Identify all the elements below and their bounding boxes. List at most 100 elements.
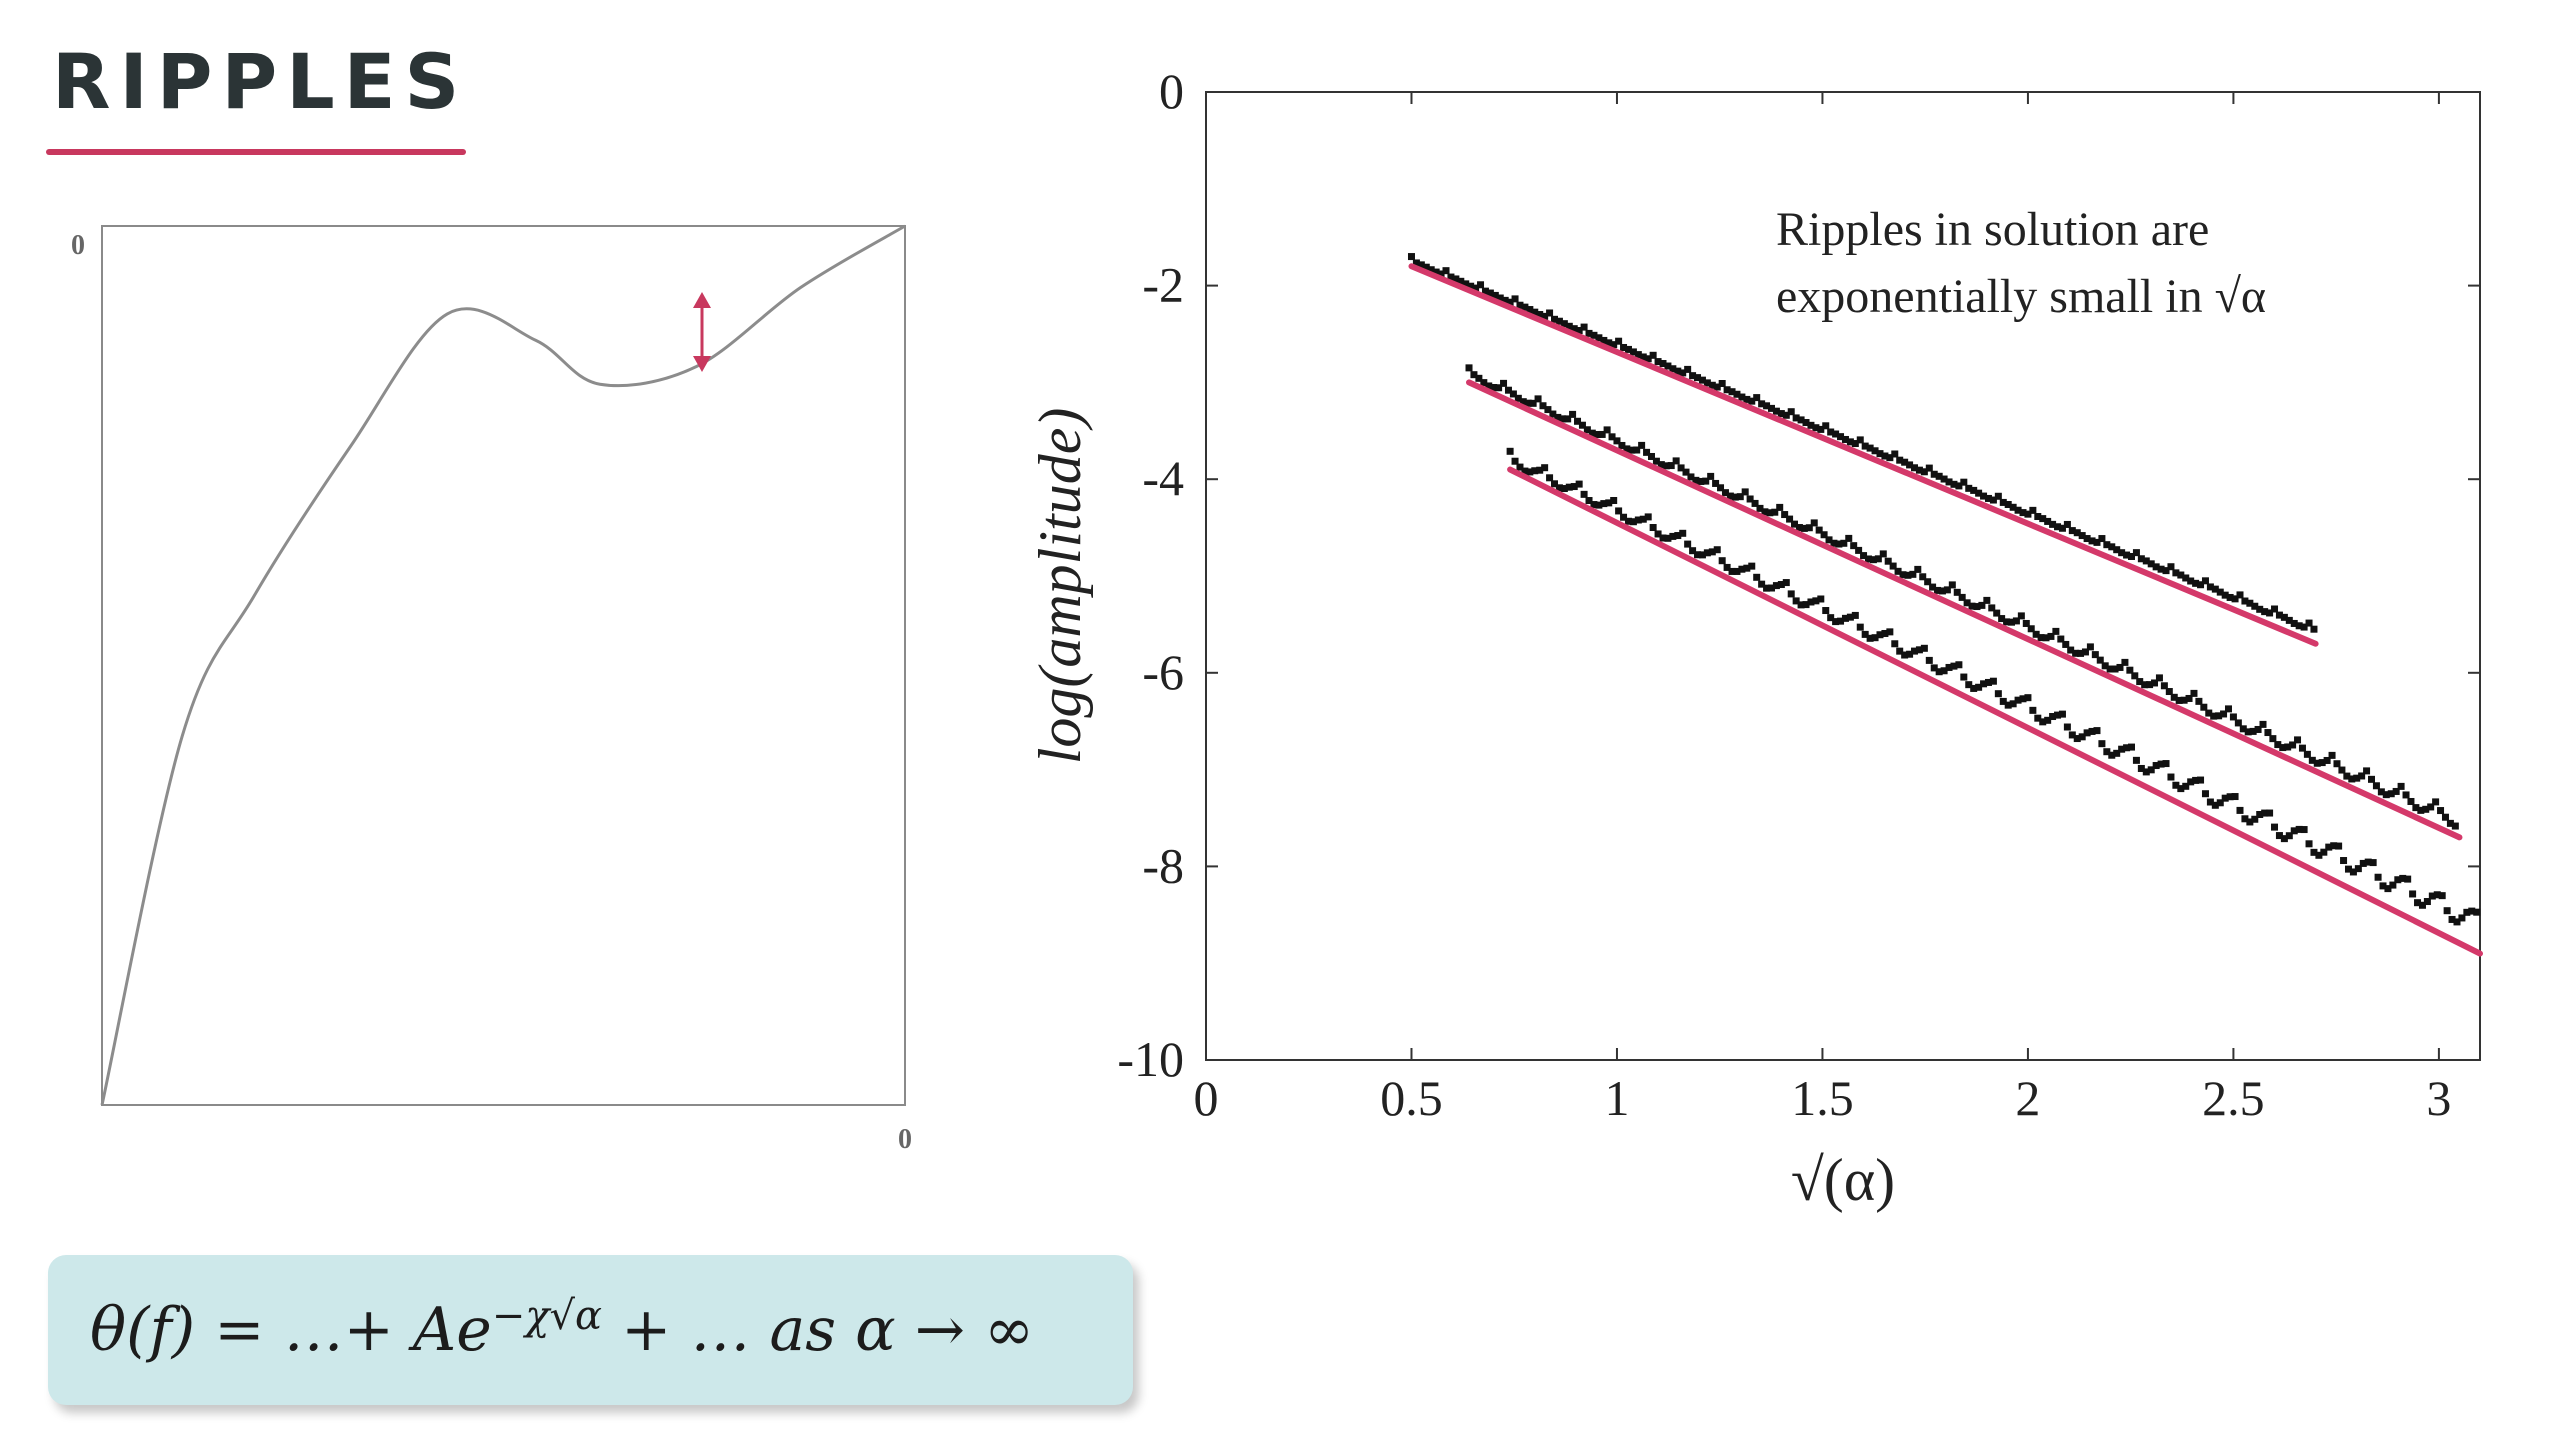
data-point bbox=[2073, 529, 2081, 537]
data-point bbox=[1953, 588, 1961, 596]
plot-frame bbox=[1205, 91, 2481, 1061]
data-point bbox=[1906, 461, 1914, 469]
data-point bbox=[1948, 581, 1956, 589]
data-point bbox=[1580, 490, 1588, 498]
data-point bbox=[2368, 775, 2376, 783]
data-point bbox=[1467, 282, 1475, 290]
data-point bbox=[1703, 379, 1711, 387]
data-point bbox=[2004, 501, 2012, 509]
data-point bbox=[1531, 467, 1539, 475]
data-point bbox=[1761, 508, 1769, 516]
data-point bbox=[1672, 457, 1680, 465]
data-point bbox=[1447, 273, 1455, 281]
data-point bbox=[1598, 430, 1606, 438]
data-point bbox=[2271, 823, 2279, 831]
data-point bbox=[2285, 616, 2293, 624]
data-point bbox=[2136, 678, 2144, 686]
data-point bbox=[1544, 406, 1552, 414]
data-point bbox=[2251, 815, 2259, 823]
series-1 bbox=[1407, 253, 2319, 647]
data-point bbox=[2407, 797, 2415, 805]
data-point bbox=[1817, 595, 1825, 603]
data-point bbox=[2034, 714, 2042, 722]
data-point bbox=[1758, 580, 1766, 588]
data-point bbox=[1975, 683, 1983, 691]
data-point bbox=[1919, 573, 1927, 581]
data-point bbox=[2192, 776, 2200, 784]
data-point bbox=[1965, 681, 1973, 689]
data-point bbox=[2333, 760, 2341, 768]
data-point bbox=[1728, 567, 1736, 575]
data-point bbox=[1901, 458, 1909, 466]
data-point bbox=[1613, 437, 1621, 445]
data-point bbox=[2215, 712, 2223, 720]
data-point bbox=[1909, 570, 1917, 578]
data-point bbox=[1698, 551, 1706, 559]
data-point bbox=[2081, 648, 2089, 656]
data-point bbox=[1654, 358, 1662, 366]
data-point bbox=[1920, 468, 1928, 476]
data-point bbox=[2170, 693, 2178, 701]
data-point bbox=[2409, 890, 2417, 898]
data-point bbox=[1984, 678, 1992, 686]
data-point bbox=[1457, 277, 1465, 285]
data-point bbox=[1787, 590, 1795, 598]
data-point bbox=[1973, 603, 1981, 611]
data-point bbox=[1590, 331, 1598, 339]
data-point bbox=[1767, 584, 1775, 592]
data-point bbox=[2372, 782, 2380, 790]
data-point bbox=[2294, 736, 2302, 744]
data-point bbox=[1452, 275, 1460, 283]
data-point bbox=[1475, 374, 1483, 382]
data-point bbox=[1669, 365, 1677, 373]
data-point bbox=[1486, 289, 1494, 297]
data-point bbox=[2201, 577, 2209, 585]
data-point bbox=[2303, 750, 2311, 758]
data-point bbox=[2394, 876, 2402, 884]
data-point bbox=[2249, 727, 2257, 735]
data-point bbox=[1891, 640, 1899, 648]
data-point bbox=[1930, 470, 1938, 478]
data-point bbox=[1817, 425, 1825, 433]
data-point bbox=[1753, 573, 1761, 581]
data-point bbox=[2127, 552, 2135, 560]
data-point bbox=[2231, 595, 2239, 603]
data-point bbox=[2305, 840, 2313, 848]
data-point bbox=[1925, 464, 1933, 472]
data-point bbox=[2221, 591, 2229, 599]
data-point bbox=[2091, 651, 2099, 659]
data-point bbox=[1713, 383, 1721, 391]
data-point bbox=[1610, 341, 1618, 349]
data-point bbox=[1639, 353, 1647, 361]
data-point bbox=[1536, 466, 1544, 474]
data-point bbox=[1504, 386, 1512, 394]
data-point bbox=[2195, 697, 2203, 705]
data-point bbox=[1495, 384, 1503, 392]
data-point bbox=[1674, 367, 1682, 375]
data-point bbox=[1427, 266, 1435, 274]
data-point bbox=[2197, 776, 2205, 784]
data-point bbox=[2241, 597, 2249, 605]
data-point bbox=[1960, 673, 1968, 681]
data-point bbox=[2305, 619, 2313, 627]
data-point bbox=[1935, 668, 1943, 676]
data-point bbox=[1708, 381, 1716, 389]
data-point bbox=[2290, 827, 2298, 835]
ripple-curve bbox=[100, 224, 906, 1106]
data-point bbox=[2220, 710, 2228, 718]
data-point bbox=[2241, 815, 2249, 823]
data-point bbox=[1988, 604, 1996, 612]
data-point bbox=[1649, 524, 1657, 532]
data-point bbox=[1810, 519, 1818, 527]
y-tick-label: -4 bbox=[1142, 450, 1184, 506]
data-point bbox=[1822, 607, 1830, 615]
data-point bbox=[1689, 372, 1697, 380]
data-point bbox=[1901, 651, 1909, 659]
data-point bbox=[2019, 695, 2027, 703]
data-point bbox=[2014, 696, 2022, 704]
data-point bbox=[2295, 622, 2303, 630]
data-point bbox=[1807, 598, 1815, 606]
amplitude-arrow-head-up bbox=[693, 292, 711, 308]
data-point bbox=[1866, 444, 1874, 452]
data-point bbox=[1841, 614, 1849, 622]
